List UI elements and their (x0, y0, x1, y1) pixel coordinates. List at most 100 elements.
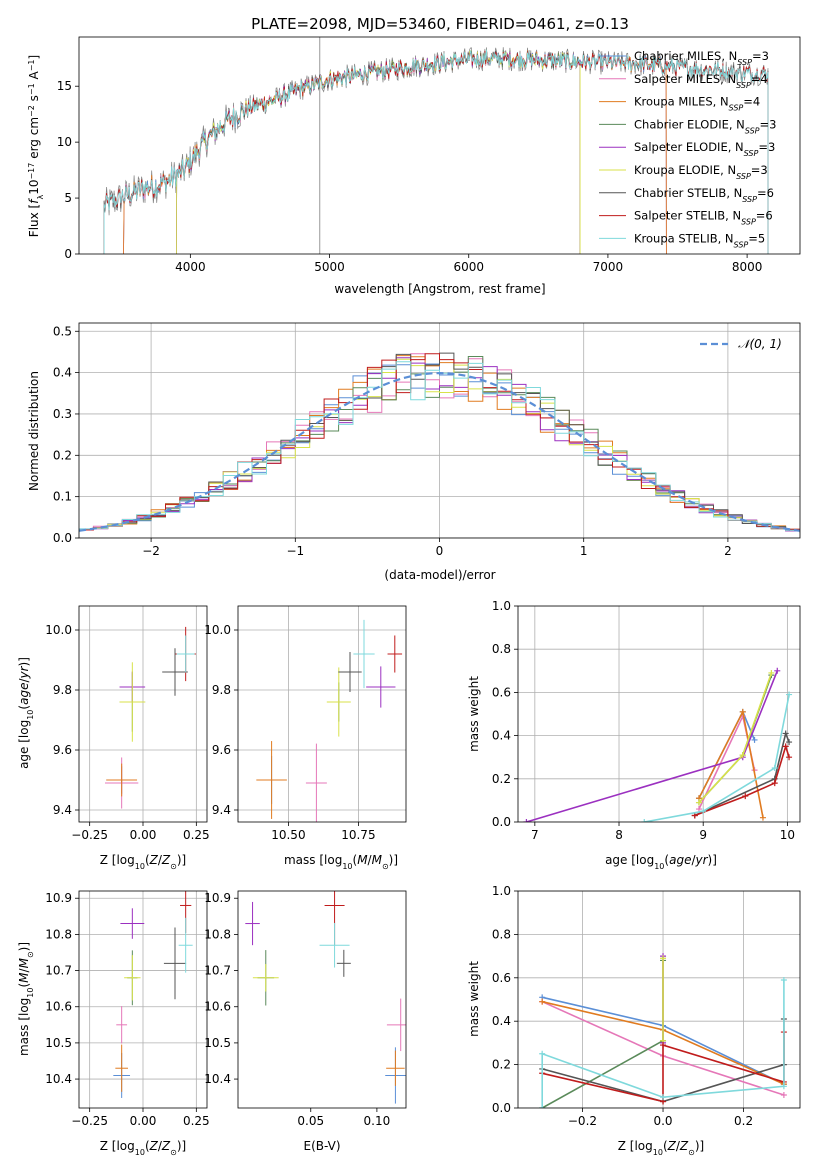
x-tick-label: 0.00 (130, 828, 157, 842)
spectrum-model-chabrier-elodie (176, 50, 581, 254)
x-tick-label: 2 (724, 544, 732, 558)
axes-frame-mass_weight_vs_age (517, 605, 801, 823)
y-tick-label: 0.8 (492, 642, 511, 656)
line-chabrier-stelib (694, 730, 790, 817)
y-tick-label: 9.4 (212, 803, 231, 817)
marker-plus (739, 708, 746, 715)
marker-plus (782, 743, 789, 750)
x-tick-label: 6000 (453, 260, 484, 274)
axes-mass_weight_vs_Z: −0.2 0.0 0.2 0.0 0.2 0.4 0.6 0.8 1.0 Z [log10(Z/Z… (467, 884, 801, 1157)
plot-area-mass_vs_ebv (245, 891, 406, 1104)
x-tick-label: 8000 (732, 260, 763, 274)
marker-plus (641, 819, 648, 822)
marker-plus (751, 736, 758, 743)
marker-plus (771, 780, 778, 787)
x-tick-label: 8 (615, 828, 623, 842)
spectrum-model-salpeter-elodie (176, 51, 581, 254)
errorbar-chabrier-stelib (163, 927, 187, 1000)
y-tick-label: 9.4 (53, 803, 72, 817)
y-tick-label: 0.2 (492, 772, 511, 786)
axes-frame-mass_weight_vs_Z (517, 890, 801, 1109)
legend-label: Chabrier ELODIE, NSSP=3 (634, 117, 776, 135)
marker-plus (539, 1105, 546, 1108)
axes-mass_vs_Z: −0.25 0.00 0.25 10.4 10.5 10.6 10.7 10.8 10.9 Z [… (17, 890, 210, 1157)
marker-plus (786, 691, 793, 698)
x-tick-label: −0.25 (71, 828, 108, 842)
errorbar-kroupa-elodie (252, 964, 279, 992)
y-tick-label: 0.0 (53, 531, 72, 545)
spectrum-x-label: wavelength [Angstrom, rest frame] (334, 282, 545, 296)
marker-plus (660, 1094, 667, 1101)
y-tick-label: 0.2 (53, 448, 72, 462)
x-tick-label: 1 (580, 544, 588, 558)
residual-x-label: (data-model)/error (384, 568, 495, 582)
y-tick-label: 1.0 (492, 884, 511, 898)
residual-y-label: Normed distribution (27, 371, 41, 491)
y-tick-label: 10.6 (204, 1000, 231, 1014)
axes-frame-mass_vs_Z (78, 890, 208, 1109)
y-tick-label: 0 (64, 247, 72, 261)
errorbar-kroupa-stelib (353, 619, 375, 689)
marker-plus (695, 799, 702, 806)
axes-frame-mass_vs_ebv (237, 890, 407, 1109)
axes-frame-spectrum (78, 36, 801, 255)
y-tick-label: 10.5 (204, 1036, 231, 1050)
x-tick-label: 0.00 (130, 1114, 157, 1128)
figure-title: PLATE=2098, MJD=53460, FIBERID=0461, z=0… (251, 15, 629, 33)
y-tick-label: 0.2 (492, 1058, 511, 1072)
y-tick-label: 0.4 (53, 366, 72, 380)
errorbar-kroupa-miles (115, 1044, 128, 1092)
errorbar-chabrier-stelib (162, 648, 188, 696)
errorbar-salpeter-elodie (120, 908, 145, 939)
y-tick-label: 10.7 (45, 964, 72, 978)
axes-frame-residuals (78, 322, 801, 539)
marker-plus (523, 819, 530, 822)
axes-frame-age_vs_Z (78, 605, 208, 823)
y-tick-label: 0.5 (53, 324, 72, 338)
errorbar-kroupa-stelib (319, 922, 350, 968)
marker-plus (771, 765, 778, 771)
y-tick-label: 10.0 (45, 623, 72, 637)
x-tick-label: 5000 (314, 260, 345, 274)
mwa-x-label: age [log10(age/yr)] (605, 853, 717, 871)
spectrum-model-kroupa-miles (123, 50, 667, 254)
y-tick-label: 9.8 (53, 683, 72, 697)
plot-area-mass_vs_Z (79, 891, 207, 1108)
y-tick-label: 10.8 (45, 927, 72, 941)
y-tick-label: 9.6 (53, 743, 72, 757)
x-tick-label: 9 (699, 828, 707, 842)
y-tick-label: 10.5 (45, 1036, 72, 1050)
errorbar-salpeter-miles (305, 743, 327, 822)
plot-area-spectrum (103, 37, 769, 254)
x-tick-label: −0.2 (568, 1114, 597, 1128)
y-tick-label: 10.4 (204, 1072, 231, 1086)
y-tick-label: 10.9 (45, 891, 72, 905)
axes-mass_weight_vs_age: 7 8 9 10 0.0 0.2 0.4 0.6 0.8 1.0 age [log10(age/yr… (467, 599, 801, 871)
marker-plus (780, 976, 787, 983)
y-tick-label: 10.8 (204, 927, 231, 941)
x-tick-label: −2 (142, 544, 160, 558)
errorbar-kroupa-elodie (124, 955, 141, 1001)
plot-area-mass_weight_vs_age (518, 606, 800, 822)
axes-mass_vs_ebv: 0.05 0.10 10.4 10.5 10.6 10.7 10.8 10.9 E(B-V) (204, 890, 407, 1153)
x-tick-label: 0.25 (183, 828, 210, 842)
mwz-x-label: Z [log10(Z/Z⊙)] (618, 1139, 704, 1157)
marker-plus (780, 1091, 787, 1098)
errorbar-kroupa-miles (106, 763, 138, 797)
marker-plus (660, 955, 667, 962)
errorbar-salpeter-elodie (366, 666, 396, 708)
x-tick-label: 10.50 (271, 828, 305, 842)
mwa-y-label: mass weight (467, 676, 481, 752)
marker-plus (786, 739, 793, 746)
marker-plus (739, 752, 746, 759)
x-tick-label: 0.10 (364, 1114, 391, 1128)
errorbar-kroupa-stelib (178, 917, 193, 973)
x-tick-label: −1 (286, 544, 304, 558)
x-tick-label: 7 (531, 828, 539, 842)
normal-curve (79, 371, 800, 532)
line-salpeter-elodie (526, 670, 779, 822)
spectrum-model-chabrier-miles (123, 50, 667, 254)
y-tick-label: 0.1 (53, 490, 72, 504)
plot-area-residuals (79, 323, 800, 538)
errorbar-chabrier-stelib (336, 949, 351, 977)
